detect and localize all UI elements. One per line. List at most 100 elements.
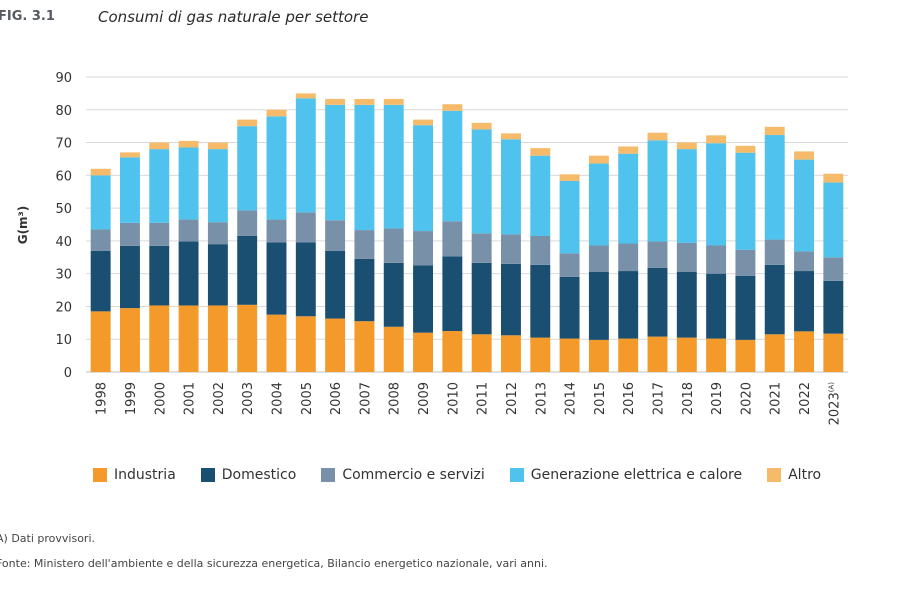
bar-stack-2020: [735, 145, 756, 372]
bar-segment-altro: [823, 173, 844, 183]
bar-segment-altro: [207, 142, 228, 150]
bar-segment-generazione-elettrica-e-calore: [295, 98, 316, 213]
bar-segment-altro: [413, 119, 434, 126]
bar-segment-domestico: [706, 273, 727, 339]
bar-segment-industria: [588, 339, 609, 372]
bar-segment-commercio-e-servizi: [207, 222, 228, 245]
bar-segment-generazione-elettrica-e-calore: [471, 129, 492, 234]
bar-segment-altro: [90, 168, 111, 176]
x-tick-label: 1999: [124, 382, 139, 415]
bar-segment-domestico: [500, 263, 521, 336]
bar-segment-commercio-e-servizi: [119, 222, 140, 246]
y-tick-label: 10: [55, 333, 72, 348]
legend-swatch: [509, 468, 524, 482]
x-tick-label: 2011: [476, 382, 491, 415]
y-tick-label: 70: [55, 137, 72, 152]
bar-segment-generazione-elettrica-e-calore: [90, 175, 111, 230]
bar-segment-industria: [618, 338, 639, 372]
bar-segment-commercio-e-servizi: [237, 210, 258, 236]
bar-segment-domestico: [530, 264, 551, 338]
bar-segment-domestico: [647, 267, 668, 337]
x-tick-superscript: (A): [827, 382, 835, 393]
x-tick-label: 2006: [329, 382, 344, 415]
bar-segment-generazione-elettrica-e-calore: [383, 104, 404, 229]
bar-segment-altro: [647, 132, 668, 141]
bar-segment-industria: [442, 331, 463, 372]
y-axis-label: G(m³): [16, 206, 30, 245]
bar-segment-domestico: [237, 235, 258, 305]
x-tick-label: 1998: [95, 382, 110, 415]
bar-segment-commercio-e-servizi: [295, 212, 316, 243]
bar-stack-2003: [237, 119, 258, 372]
bar-segment-commercio-e-servizi: [325, 220, 346, 251]
y-tick-label: 20: [55, 300, 72, 315]
bar-segment-generazione-elettrica-e-calore: [618, 153, 639, 244]
bar-segment-industria: [383, 326, 404, 372]
bar-stack-2023: [823, 173, 844, 372]
bar-stack-2018: [676, 142, 697, 372]
bar-segment-domestico: [119, 245, 140, 309]
bar-segment-altro: [295, 93, 316, 99]
bar-segment-domestico: [325, 250, 346, 319]
bar-stack-1999: [119, 152, 140, 372]
bar-segment-altro: [471, 122, 492, 130]
bar-segment-domestico: [383, 262, 404, 327]
footnote-source: Fonte: Ministero dell'ambiente e della s…: [0, 557, 548, 570]
legend-item: Commercio e servizi: [321, 467, 485, 483]
bar-segment-domestico: [149, 245, 170, 306]
bar-stack-2012: [500, 133, 521, 372]
x-tick-label: 2007: [358, 382, 373, 415]
bar-stack-2013: [530, 148, 551, 372]
bar-stack-2021: [764, 126, 785, 372]
bar-segment-generazione-elettrica-e-calore: [764, 135, 785, 240]
x-tick-label: 2005: [300, 382, 315, 415]
bar-segment-altro: [442, 104, 463, 111]
bar-segment-industria: [354, 321, 375, 372]
bar-segment-domestico: [442, 256, 463, 332]
bar-segment-industria: [735, 339, 756, 372]
bar-segment-commercio-e-servizi: [764, 239, 785, 265]
bar-segment-generazione-elettrica-e-calore: [237, 126, 258, 211]
bar-stack-2002: [207, 142, 228, 372]
bar-segment-generazione-elettrica-e-calore: [735, 152, 756, 250]
x-tick-label: 2012: [505, 382, 520, 415]
bar-segment-industria: [237, 304, 258, 372]
bar-segment-altro: [618, 146, 639, 154]
bar-segment-domestico: [295, 242, 316, 317]
bar-segment-commercio-e-servizi: [266, 219, 287, 243]
legend-item: Domestico: [200, 467, 296, 483]
bar-stack-2022: [794, 151, 815, 372]
bar-segment-generazione-elettrica-e-calore: [119, 157, 140, 223]
bar-stack-2000: [149, 142, 170, 372]
x-tick-label: 2008: [388, 382, 403, 415]
x-tick-label: 2004: [271, 382, 286, 415]
legend-swatch: [767, 468, 782, 482]
bar-segment-domestico: [764, 264, 785, 335]
bar-segment-commercio-e-servizi: [676, 242, 697, 272]
bar-segment-industria: [325, 318, 346, 372]
legend-label: Generazione elettrica e calore: [530, 467, 743, 483]
bar-segment-industria: [413, 332, 434, 372]
bar-segment-industria: [530, 337, 551, 372]
bar-segment-industria: [295, 316, 316, 372]
legend-swatch: [321, 468, 336, 482]
bar-segment-domestico: [559, 276, 580, 339]
y-tick-label: 40: [55, 235, 72, 250]
bar-segment-commercio-e-servizi: [823, 257, 844, 281]
bar-segment-generazione-elettrica-e-calore: [647, 140, 668, 242]
bar-segment-commercio-e-servizi: [442, 221, 463, 257]
bar-segment-domestico: [178, 241, 199, 306]
bar-segment-generazione-elettrica-e-calore: [149, 149, 170, 223]
x-tick-label: 2009: [417, 382, 432, 415]
bar-segment-industria: [500, 335, 521, 372]
bar-segment-altro: [530, 148, 551, 156]
bar-segment-altro: [237, 119, 258, 127]
x-tick-label: 2010: [446, 382, 461, 415]
bar-segment-commercio-e-servizi: [559, 253, 580, 277]
bar-segment-commercio-e-servizi: [471, 233, 492, 263]
bar-segment-altro: [354, 98, 375, 105]
bar-stack-2017: [647, 132, 668, 372]
figure-title: Consumi di gas naturale per settore: [98, 8, 369, 26]
x-tick-label: 2022: [798, 382, 813, 415]
bar-segment-industria: [207, 305, 228, 372]
